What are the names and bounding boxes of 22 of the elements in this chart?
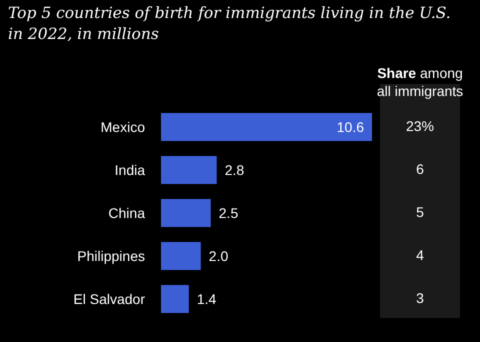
bar bbox=[161, 285, 189, 313]
bar bbox=[161, 113, 372, 141]
data-label: 2.5 bbox=[218, 205, 238, 221]
y-tick-label: India bbox=[114, 162, 146, 178]
y-tick-label: El Salvador bbox=[73, 291, 146, 307]
bar bbox=[161, 242, 201, 270]
bar bbox=[161, 156, 217, 184]
chart-title: Top 5 countries of birth for immigrants living in the U.S. in 2022, in millions bbox=[8, 3, 452, 45]
y-tick-label: China bbox=[108, 205, 146, 221]
text: 3 bbox=[415, 290, 425, 306]
y-tick-label: Philippines bbox=[77, 248, 145, 264]
text: 5 bbox=[415, 204, 425, 220]
text: 23% bbox=[404, 118, 436, 134]
text: 6 bbox=[415, 161, 425, 177]
data-label: 1.4 bbox=[196, 291, 217, 307]
data-label: 10.6 bbox=[336, 119, 364, 135]
bar bbox=[161, 199, 211, 227]
text: 4 bbox=[415, 247, 425, 263]
y-tick-label: Mexico bbox=[100, 119, 146, 135]
text: Share among all immigrants bbox=[376, 64, 464, 100]
data-label: 2.0 bbox=[208, 248, 228, 264]
data-label: 2.8 bbox=[224, 162, 244, 178]
